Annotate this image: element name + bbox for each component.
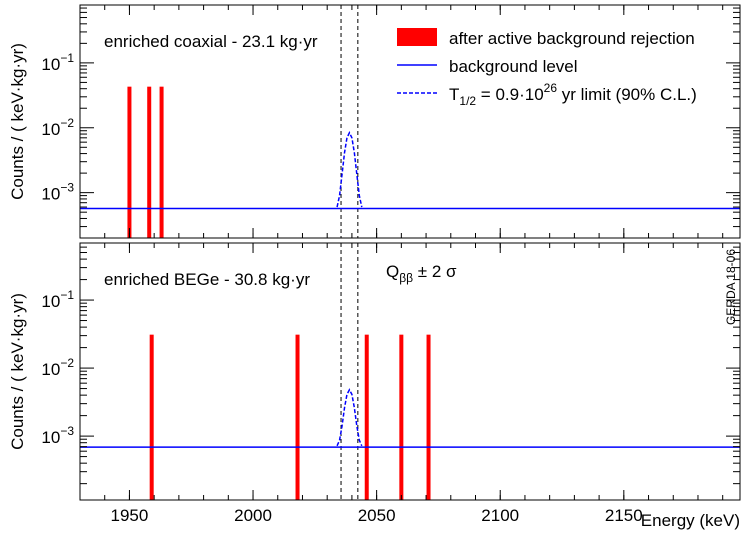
- panel-label: enriched BEGe - 30.8 kg·yr: [104, 270, 310, 289]
- plot-area: [80, 243, 740, 500]
- y-tick-label: 10−3: [41, 181, 74, 204]
- legend-label: background level: [449, 57, 578, 76]
- y-tick-label: 10−1: [41, 51, 74, 74]
- event-bar: [399, 334, 404, 500]
- signal-curve: [336, 130, 363, 208]
- y-tick-label: 10−3: [41, 424, 74, 447]
- x-tick-label: 2150: [605, 506, 643, 525]
- event-bar: [127, 86, 132, 238]
- panel-label: enriched coaxial - 23.1 kg·yr: [104, 32, 318, 51]
- event-bar: [364, 334, 369, 500]
- event-bar: [426, 334, 431, 500]
- event-bar: [149, 334, 154, 500]
- window-label: Qββ ± 2 σ: [386, 262, 457, 285]
- y-axis-label: Counts / ( keV·kg·yr): [8, 293, 27, 450]
- plot-area: [80, 5, 740, 238]
- legend-label: after active background rejection: [449, 29, 695, 48]
- x-tick-label: 2000: [234, 506, 272, 525]
- event-bar: [295, 334, 300, 500]
- x-tick-label: 1950: [111, 506, 149, 525]
- side-note: GERDA 18-06: [724, 249, 738, 325]
- x-tick-label: 2100: [481, 506, 519, 525]
- signal-curve: [336, 388, 363, 447]
- x-axis-label: Energy (keV): [641, 511, 740, 530]
- y-tick-label: 10−1: [41, 288, 74, 311]
- event-bar: [159, 86, 164, 238]
- frame: [79, 4, 741, 239]
- y-tick-label: 10−2: [41, 356, 74, 379]
- y-tick-label: 10−2: [41, 116, 74, 139]
- event-bar: [147, 86, 152, 238]
- legend-label: T1/2 = 0.9·1026 yr limit (90% C.L.): [449, 81, 697, 108]
- legend-swatch: [397, 28, 437, 46]
- x-tick-label: 2050: [358, 506, 396, 525]
- y-axis-label: Counts / ( keV·kg·yr): [8, 43, 27, 200]
